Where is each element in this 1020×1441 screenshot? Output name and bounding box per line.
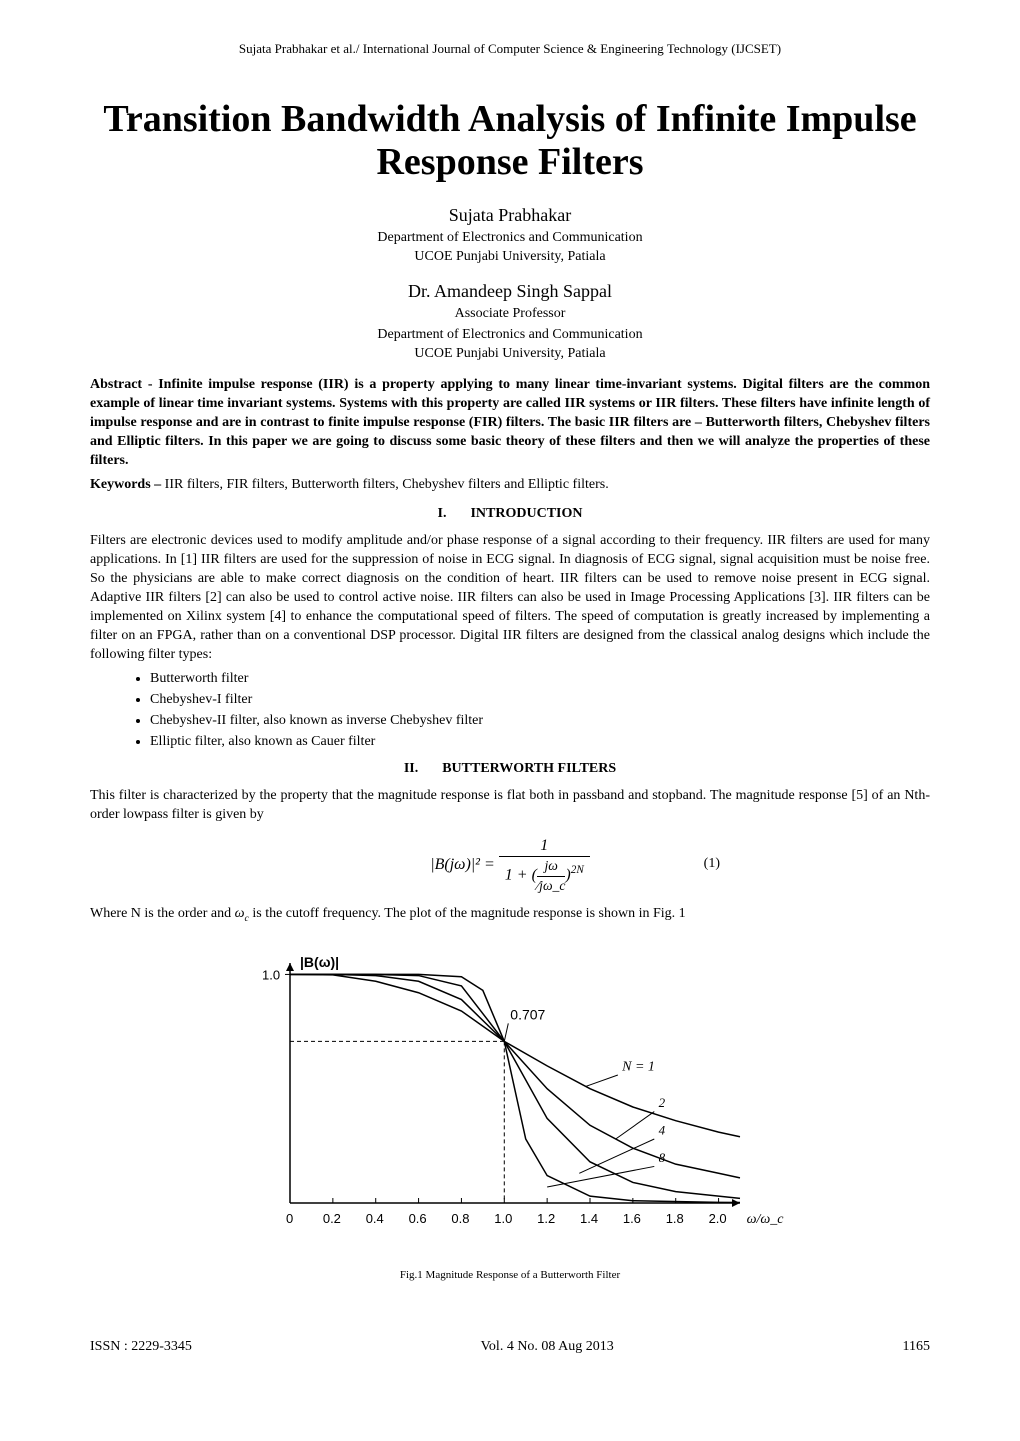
svg-text:1.0: 1.0 <box>262 967 280 982</box>
author-name: Sujata Prabhakar <box>90 203 930 227</box>
author-univ: UCOE Punjabi University, Patiala <box>90 345 930 364</box>
equation-1: |B(jω)|² = 1 1 + (jω⁄jω_c)2N (1) <box>90 835 930 895</box>
magnitude-response-chart: |B(ω)| ω/ω_c 1.0 0 0.2 0.4 0.6 0.8 1.0 1.2 1.4 1.6 1… <box>230 933 790 1243</box>
svg-text:1.2: 1.2 <box>537 1211 555 1226</box>
abstract: Abstract - Infinite impulse response (II… <box>90 376 930 470</box>
equation-number: (1) <box>704 855 720 874</box>
section-title: INTRODUCTION <box>470 506 582 521</box>
svg-text:0: 0 <box>286 1211 293 1226</box>
figure-1: |B(ω)| ω/ω_c 1.0 0 0.2 0.4 0.6 0.8 1.0 1.2 1.4 1.6 1… <box>90 933 930 1283</box>
section-title: BUTTERWORTH FILTERS <box>442 761 616 776</box>
post-eq-text-2: is the cutoff frequency. The plot of the… <box>249 906 686 921</box>
svg-text:2.0: 2.0 <box>709 1211 727 1226</box>
svg-text:1.4: 1.4 <box>580 1211 598 1226</box>
svg-text:0.4: 0.4 <box>366 1211 384 1226</box>
svg-text:0.8: 0.8 <box>451 1211 469 1226</box>
eq-inner-den: jω_c <box>539 878 565 893</box>
svg-text:4: 4 <box>659 1122 666 1137</box>
svg-text:0.6: 0.6 <box>409 1211 427 1226</box>
author-block-2: Dr. Amandeep Singh Sappal Associate Prof… <box>90 279 930 364</box>
svg-text:0.2: 0.2 <box>323 1211 341 1226</box>
eq-exponent: 2N <box>571 864 584 876</box>
footer-volume: Vol. 4 No. 08 Aug 2013 <box>481 1338 614 1357</box>
author-dept: Department of Electronics and Communicat… <box>90 229 930 248</box>
svg-text:ω/ω_c: ω/ω_c <box>747 1212 785 1227</box>
abstract-text: Infinite impulse response (IIR) is a pro… <box>90 377 930 468</box>
eq-den-prefix: 1 + <box>505 867 532 884</box>
author-dept: Department of Electronics and Communicat… <box>90 326 930 345</box>
abstract-label: Abstract - <box>90 377 158 392</box>
svg-text:0.707: 0.707 <box>510 1006 545 1022</box>
equation-numerator: 1 <box>499 835 590 858</box>
equation-body: |B(jω)|² = 1 1 + (jω⁄jω_c)2N <box>430 835 590 895</box>
section-number: I. <box>438 505 447 524</box>
section-heading-butterworth: II. BUTTERWORTH FILTERS <box>90 760 930 779</box>
figure-1-caption: Fig.1 Magnitude Response of a Butterwort… <box>90 1268 930 1283</box>
footer-issn: ISSN : 2229-3345 <box>90 1338 192 1357</box>
post-equation-text: Where N is the order and ωc is the cutof… <box>90 905 930 925</box>
svg-text:1.0: 1.0 <box>494 1211 512 1226</box>
eq-inner-num: jω <box>537 857 566 875</box>
paper-title: Transition Bandwidth Analysis of Infinit… <box>90 98 930 185</box>
keywords-label: Keywords – <box>90 477 165 492</box>
author-block-1: Sujata Prabhakar Department of Electroni… <box>90 203 930 267</box>
list-item: Chebyshev-I filter <box>150 691 930 710</box>
filter-type-list: Butterworth filter Chebyshev-I filter Ch… <box>150 670 930 752</box>
svg-text:1.6: 1.6 <box>623 1211 641 1226</box>
post-eq-text-1: Where N is the order and <box>90 906 235 921</box>
list-item: Elliptic filter, also known as Cauer fil… <box>150 733 930 752</box>
svg-text:N = 1: N = 1 <box>621 1059 655 1074</box>
page-footer: ISSN : 2229-3345 Vol. 4 No. 08 Aug 2013 … <box>90 1338 930 1357</box>
author-role: Associate Professor <box>90 305 930 324</box>
keywords: Keywords – IIR filters, FIR filters, But… <box>90 476 930 495</box>
author-name: Dr. Amandeep Singh Sappal <box>90 279 930 303</box>
footer-page: 1165 <box>903 1338 930 1357</box>
author-univ: UCOE Punjabi University, Patiala <box>90 248 930 267</box>
svg-text:1.8: 1.8 <box>666 1211 684 1226</box>
svg-text:|B(ω)|: |B(ω)| <box>300 954 339 970</box>
svg-text:2: 2 <box>659 1095 666 1110</box>
equation-denominator: 1 + (jω⁄jω_c)2N <box>499 857 590 895</box>
keywords-text: IIR filters, FIR filters, Butterworth fi… <box>165 477 609 492</box>
running-header: Sujata Prabhakar et al./ International J… <box>90 40 930 58</box>
list-item: Chebyshev-II filter, also known as inver… <box>150 712 930 731</box>
intro-paragraph: Filters are electronic devices used to m… <box>90 532 930 664</box>
svg-text:8: 8 <box>659 1150 666 1165</box>
butterworth-paragraph: This filter is characterized by the prop… <box>90 787 930 825</box>
section-heading-intro: I. INTRODUCTION <box>90 505 930 524</box>
equation-lhs: |B(jω)|² = <box>430 855 499 872</box>
list-item: Butterworth filter <box>150 670 930 689</box>
section-number: II. <box>404 760 418 779</box>
